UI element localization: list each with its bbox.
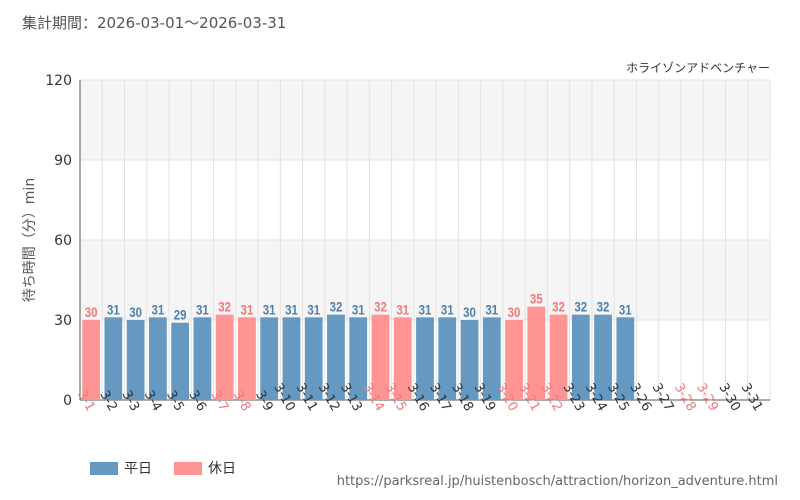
chart-title: ホライゾンアドベンチャー	[626, 61, 770, 75]
bar-3-25	[616, 317, 635, 400]
bar-3-12	[327, 314, 345, 400]
data-label-3-3: 30	[129, 304, 142, 320]
data-label-3-21: 35	[530, 291, 543, 307]
data-label-3-10: 31	[285, 301, 298, 317]
bar-3-13	[349, 317, 368, 400]
bar-3-22	[549, 314, 568, 400]
x-tick-label-3-31: 3-31	[738, 381, 766, 414]
x-tick-label-3-30: 3-30	[715, 381, 743, 414]
data-label-3-23: 32	[574, 299, 587, 315]
legend-swatch-weekday	[90, 461, 118, 475]
data-label-3-4: 31	[152, 301, 165, 317]
legend-label-holiday: 休日	[208, 461, 236, 477]
data-label-3-24: 32	[597, 299, 610, 315]
bar-3-20	[505, 320, 523, 400]
bar-3-9	[260, 317, 279, 400]
bar-3-19	[482, 317, 501, 400]
plot-band	[80, 80, 770, 160]
data-label-3-22: 32	[552, 299, 565, 315]
bar-3-24	[594, 314, 612, 400]
x-tick-label-3-29: 3-29	[693, 381, 721, 414]
x-tick-label-3-27: 3-27	[649, 381, 677, 414]
bar-3-23	[571, 314, 590, 400]
bar-3-18	[460, 320, 479, 400]
bar-3-8	[238, 317, 256, 400]
data-label-3-19: 31	[485, 301, 498, 317]
data-label-3-17: 31	[441, 301, 454, 317]
y-tick-label: 120	[45, 73, 72, 89]
data-label-3-20: 30	[508, 304, 521, 320]
bar-3-15	[393, 317, 412, 400]
legend-item-holiday: 休日	[174, 458, 236, 478]
bar-3-21	[527, 306, 546, 400]
data-label-3-8: 31	[241, 301, 254, 317]
y-tick-label: 0	[63, 393, 72, 409]
y-tick-label: 60	[54, 233, 72, 249]
y-axis-label: 待ち時間（分）min	[22, 178, 38, 302]
source-url: https://parksreal.jp/huistenbosch/attrac…	[336, 474, 778, 489]
data-label-3-13: 31	[352, 301, 365, 317]
legend-label-weekday: 平日	[124, 461, 152, 477]
y-tick-label: 90	[54, 153, 72, 169]
x-tick-label-3-28: 3-28	[671, 381, 699, 414]
bar-3-10	[282, 317, 301, 400]
bar-3-6	[193, 317, 212, 400]
bar-3-14	[371, 314, 390, 400]
data-label-3-16: 31	[419, 301, 432, 317]
data-label-3-6: 31	[196, 301, 209, 317]
period-label: 集計期間：2026-03-01～2026-03-31	[22, 14, 287, 32]
bar-3-5	[171, 322, 190, 400]
data-label-3-12: 32	[330, 299, 343, 315]
legend-swatch-holiday	[174, 461, 202, 475]
data-label-3-2: 31	[107, 301, 120, 317]
plot-band	[80, 240, 770, 320]
bar-3-3	[126, 320, 145, 400]
bar-3-16	[416, 317, 434, 400]
data-label-3-7: 32	[218, 299, 231, 315]
data-label-3-11: 31	[307, 301, 320, 317]
data-label-3-25: 31	[619, 301, 632, 317]
bar-3-4	[149, 317, 167, 400]
legend: 平日 休日	[90, 458, 258, 478]
data-label-3-14: 32	[374, 299, 387, 315]
data-label-3-18: 30	[463, 304, 476, 320]
data-label-3-9: 31	[263, 301, 276, 317]
data-label-3-5: 29	[174, 307, 187, 323]
bar-3-11	[304, 317, 323, 400]
bar-3-1	[82, 320, 101, 400]
legend-item-weekday: 平日	[90, 458, 152, 478]
data-label-3-15: 31	[396, 301, 409, 317]
bar-3-7	[215, 314, 234, 400]
bar-3-17	[438, 317, 457, 400]
y-tick-label: 30	[54, 313, 72, 329]
data-label-3-1: 30	[85, 304, 98, 320]
bar-3-2	[104, 317, 123, 400]
